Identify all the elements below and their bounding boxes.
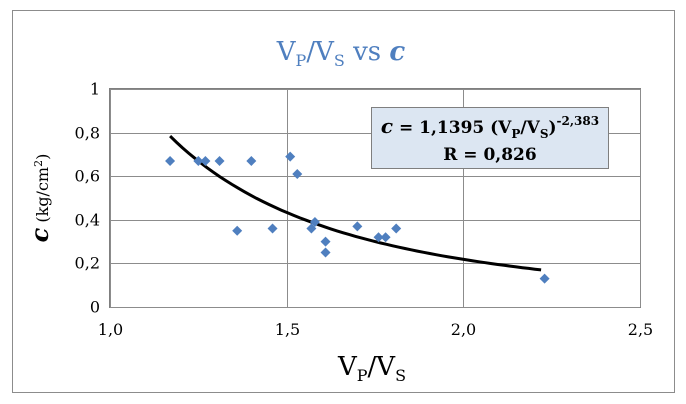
equation-sub-s: S bbox=[540, 127, 549, 141]
data-point bbox=[352, 221, 363, 232]
equation-box bbox=[371, 107, 609, 169]
chart-title: VP/VS vs c bbox=[276, 37, 406, 70]
title-slash-v: /V bbox=[306, 37, 335, 67]
equation-formula: c = 1,1395 (VP/VS)-2,383 bbox=[381, 114, 599, 141]
equation-close: ) bbox=[548, 118, 556, 138]
equation-body: = 1,1395 (V bbox=[393, 118, 512, 138]
title-vs: vs bbox=[345, 37, 390, 67]
data-point bbox=[285, 151, 296, 162]
y-tick-label: 0,8 bbox=[75, 124, 100, 143]
data-point bbox=[267, 223, 278, 234]
data-point bbox=[320, 236, 331, 247]
ylabel-close: ) bbox=[33, 154, 52, 160]
equation-sub-p: P bbox=[511, 127, 520, 141]
y-tick-label: 0,6 bbox=[75, 167, 100, 186]
x-tick-label: 1,5 bbox=[275, 320, 300, 339]
xlabel-sub-s: S bbox=[395, 366, 406, 385]
data-point bbox=[193, 155, 204, 166]
data-point bbox=[391, 223, 402, 234]
title-sub-p: P bbox=[296, 51, 307, 70]
x-tick-label: 2,0 bbox=[451, 320, 476, 339]
y-tick-label: 0 bbox=[90, 298, 100, 317]
xlabel-sub-p: P bbox=[357, 366, 368, 385]
data-point bbox=[214, 155, 225, 166]
y-tick-label: 0,2 bbox=[75, 254, 100, 273]
data-point bbox=[539, 273, 550, 284]
equation-r-value: R = 0,826 bbox=[443, 145, 536, 165]
data-points bbox=[165, 151, 550, 284]
y-tick-label: 0,4 bbox=[75, 211, 100, 230]
x-tick-label: 2,5 bbox=[628, 320, 653, 339]
data-point bbox=[165, 155, 176, 166]
equation-exponent: -2,383 bbox=[557, 114, 600, 128]
xlabel-slash-v: /V bbox=[368, 352, 397, 382]
data-point bbox=[292, 169, 303, 180]
title-sub-s: S bbox=[334, 51, 345, 70]
title-var-c: c bbox=[389, 37, 405, 67]
ylabel-sup: 2 bbox=[32, 160, 45, 167]
data-point bbox=[380, 232, 391, 243]
data-point bbox=[306, 223, 317, 234]
data-point bbox=[246, 155, 257, 166]
x-axis-ticks: 1,0 1,5 2,0 2,5 bbox=[98, 320, 653, 339]
x-tick-label: 1,0 bbox=[98, 320, 123, 339]
ylabel-var-c: c bbox=[25, 227, 54, 242]
x-axis-label: VP/VS bbox=[337, 352, 406, 385]
data-point bbox=[309, 216, 320, 227]
power-trendline bbox=[169, 135, 542, 272]
y-axis-ticks: 0 0,2 0,4 0,6 0,8 1 bbox=[75, 80, 100, 317]
xlabel-v: V bbox=[337, 352, 358, 382]
y-axis-label: c (kg/cm2) bbox=[25, 154, 54, 243]
data-point bbox=[232, 225, 243, 236]
equation-var-c: c bbox=[381, 114, 393, 138]
y-tick-label: 1 bbox=[90, 80, 100, 99]
data-point bbox=[373, 232, 384, 243]
ylabel-units: (kg/cm bbox=[33, 167, 52, 228]
data-point bbox=[320, 247, 331, 258]
data-point bbox=[200, 155, 211, 166]
title-vp: V bbox=[276, 37, 297, 67]
equation-slash-v: /V bbox=[520, 118, 540, 138]
